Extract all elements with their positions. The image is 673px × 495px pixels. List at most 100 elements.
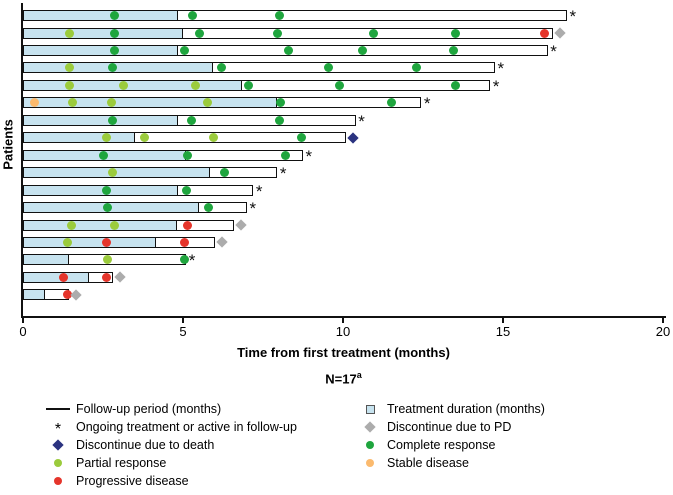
red-dot-icon xyxy=(40,477,76,485)
event-pd-dot xyxy=(183,220,193,230)
event-pr-dot xyxy=(191,80,201,90)
event-cr-dot xyxy=(103,203,113,213)
discontinue-pd-diamond-marker xyxy=(235,219,247,231)
n-count-text: N=17 xyxy=(325,371,357,387)
event-cr-dot xyxy=(272,28,282,38)
event-pr-dot xyxy=(64,63,74,73)
legend-item-discontinue-pd: Discontinue due to PD xyxy=(353,418,511,436)
event-cr-dot xyxy=(204,203,214,213)
x-tick-label: 15 xyxy=(495,324,511,339)
x-tick xyxy=(342,318,344,323)
treatment-bar xyxy=(23,97,278,109)
treatment-bar xyxy=(23,271,89,283)
ongoing-asterisk-marker: * xyxy=(249,199,257,219)
event-pr-dot xyxy=(68,98,78,108)
event-pr-dot xyxy=(66,220,76,230)
event-cr-dot xyxy=(108,115,118,125)
ongoing-asterisk-marker: * xyxy=(423,94,431,114)
followup-line-icon xyxy=(40,408,76,410)
orange-dot-icon xyxy=(353,459,387,467)
x-axis-title: Time from first treatment (months) xyxy=(237,345,450,360)
discontinue-death-diamond-marker xyxy=(347,132,359,144)
navy-diamond-icon xyxy=(40,439,76,451)
legend-item-stable-disease: Stable disease xyxy=(353,454,469,472)
legend-item-ongoing: * Ongoing treatment or active in follow-… xyxy=(40,418,297,438)
event-cr-dot xyxy=(186,115,196,125)
event-cr-dot xyxy=(183,150,193,160)
x-tick-label: 0 xyxy=(19,324,27,339)
event-cr-dot xyxy=(109,28,119,38)
treatment-bar xyxy=(23,79,243,91)
event-cr-dot xyxy=(280,150,290,160)
treatment-bar xyxy=(23,45,179,56)
x-tick xyxy=(502,318,504,323)
treatment-bar xyxy=(23,254,70,266)
ongoing-asterisk-marker: * xyxy=(255,181,263,201)
asterisk-icon: * xyxy=(54,421,62,438)
event-pd-dot xyxy=(540,28,550,38)
event-cr-dot xyxy=(181,185,191,195)
green-dot-icon xyxy=(353,441,387,449)
ongoing-asterisk-marker: * xyxy=(497,59,505,79)
discontinue-pd-diamond-marker xyxy=(216,236,228,249)
event-cr-dot xyxy=(188,11,198,21)
event-cr-dot xyxy=(448,46,458,55)
event-cr-dot xyxy=(284,46,294,55)
event-cr-dot xyxy=(109,11,119,21)
legend-label: Discontinue due to death xyxy=(76,438,215,452)
event-cr-dot xyxy=(101,185,111,195)
treatment-bar xyxy=(23,62,214,74)
event-cr-dot xyxy=(276,98,286,108)
ongoing-asterisk-marker: * xyxy=(188,251,196,271)
ongoing-asterisk-marker: * xyxy=(305,146,313,166)
event-cr-dot xyxy=(274,115,284,125)
x-tick xyxy=(22,318,24,323)
footnote-marker: a xyxy=(356,370,362,380)
event-pd-dot xyxy=(180,237,190,247)
event-cr-dot xyxy=(335,80,345,90)
legend-label: Ongoing treatment or active in follow-up xyxy=(76,420,297,434)
y-axis-line xyxy=(21,3,23,318)
yellowgreen-dot-icon xyxy=(40,459,76,467)
treatment-bar xyxy=(23,10,179,22)
event-cr-dot xyxy=(450,80,460,90)
legend-item-treatment-duration: Treatment duration (months) xyxy=(353,400,545,418)
event-pr-dot xyxy=(202,98,212,108)
event-pr-dot xyxy=(103,255,113,265)
event-sd-dot xyxy=(29,98,39,108)
treatment-bar xyxy=(23,236,156,248)
event-cr-dot xyxy=(357,46,367,55)
event-pr-dot xyxy=(101,133,111,143)
event-cr-dot xyxy=(109,46,119,55)
legend-label: Follow-up period (months) xyxy=(76,402,222,416)
event-pr-dot xyxy=(140,133,150,143)
event-pd-dot xyxy=(58,272,68,282)
legend-item-partial-response: Partial response xyxy=(40,454,166,472)
event-cr-dot xyxy=(244,80,254,90)
x-tick-label: 5 xyxy=(179,324,187,339)
legend-item-followup-period: Follow-up period (months) xyxy=(40,400,221,418)
discontinue-pd-diamond-marker xyxy=(113,271,126,284)
ongoing-asterisk-marker: * xyxy=(358,111,365,131)
n-count-label: N=17a xyxy=(23,370,664,386)
legend-label: Progressive disease xyxy=(76,474,189,488)
legend-label: Treatment duration (months) xyxy=(387,402,545,416)
ongoing-asterisk-marker: * xyxy=(550,42,557,61)
x-tick-label: 20 xyxy=(655,324,671,339)
treatment-bar xyxy=(23,289,46,301)
treatment-bar xyxy=(23,114,179,126)
event-cr-dot xyxy=(450,28,460,38)
legend-label: Complete response xyxy=(387,438,496,452)
event-pr-dot xyxy=(64,28,74,38)
x-tick xyxy=(662,318,664,323)
legend-item-death: Discontinue due to death xyxy=(40,436,214,454)
ongoing-asterisk-marker: * xyxy=(279,164,287,184)
x-tick-label: 10 xyxy=(335,324,351,339)
event-pr-dot xyxy=(64,80,74,90)
event-pr-dot xyxy=(108,168,118,178)
event-cr-dot xyxy=(216,63,226,73)
legend-label: Discontinue due to PD xyxy=(387,420,512,434)
ongoing-asterisk-marker: * xyxy=(569,7,577,27)
event-cr-dot xyxy=(386,98,396,108)
